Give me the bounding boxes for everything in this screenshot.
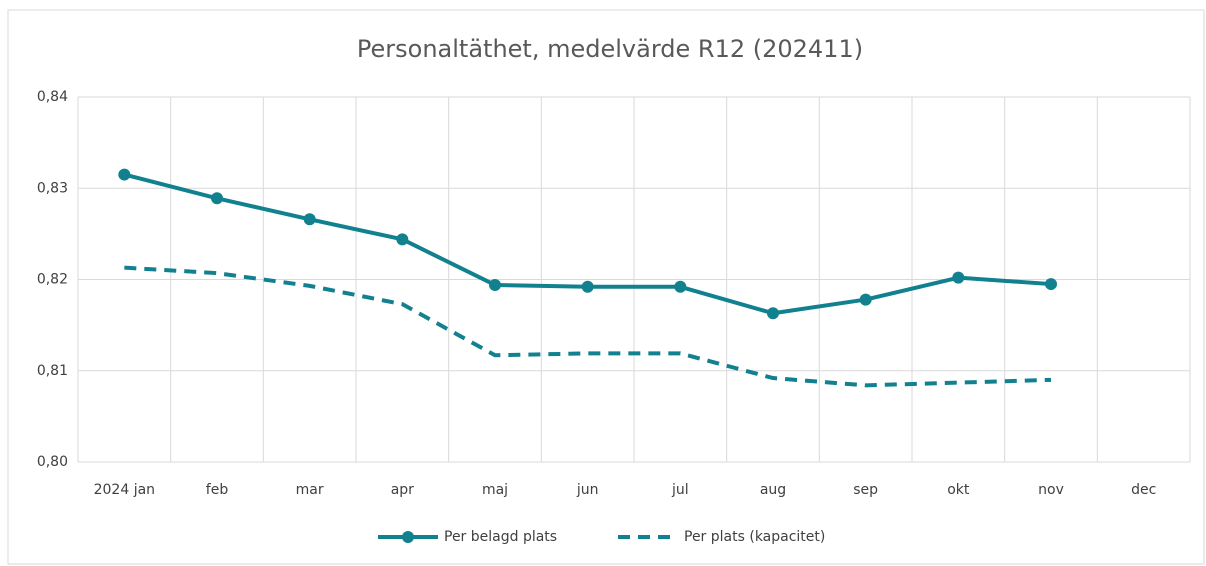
y-tick-label: 0,81 [37, 363, 68, 379]
y-tick-label: 0,84 [37, 89, 68, 105]
point [396, 233, 409, 246]
y-tick-label: 0,83 [37, 180, 68, 196]
point [952, 271, 965, 284]
x-tick-label: nov [1038, 482, 1064, 498]
point [303, 213, 316, 226]
x-tick-label: aug [760, 482, 786, 498]
x-tick-label: jul [671, 482, 689, 498]
chart-title: Personaltäthet, medelvärde R12 (202411) [357, 35, 863, 63]
point [581, 280, 594, 293]
x-tick-label: apr [391, 482, 414, 498]
point [118, 168, 131, 181]
legend-marker [402, 531, 414, 543]
point [489, 278, 501, 291]
point [1045, 278, 1057, 291]
x-tick-label: maj [482, 482, 508, 498]
x-tick-label: mar [296, 482, 324, 498]
y-tick-label: 0,82 [37, 272, 68, 288]
series-line [124, 265, 1052, 388]
point [767, 307, 779, 320]
x-tick-label: sep [853, 482, 878, 498]
x-tick-label: okt [947, 482, 970, 498]
point [674, 280, 687, 293]
x-tick-label: jun [576, 482, 599, 498]
x-tick-label: feb [206, 482, 229, 498]
point [211, 192, 223, 205]
x-tick-label: 2024 jan [94, 482, 155, 498]
legend-label: Per plats (kapacitet) [684, 529, 825, 545]
x-tick-label: dec [1131, 482, 1156, 498]
y-tick-label: 0,80 [37, 454, 68, 470]
legend-label: Per belagd plats [444, 529, 557, 545]
point [859, 293, 872, 306]
